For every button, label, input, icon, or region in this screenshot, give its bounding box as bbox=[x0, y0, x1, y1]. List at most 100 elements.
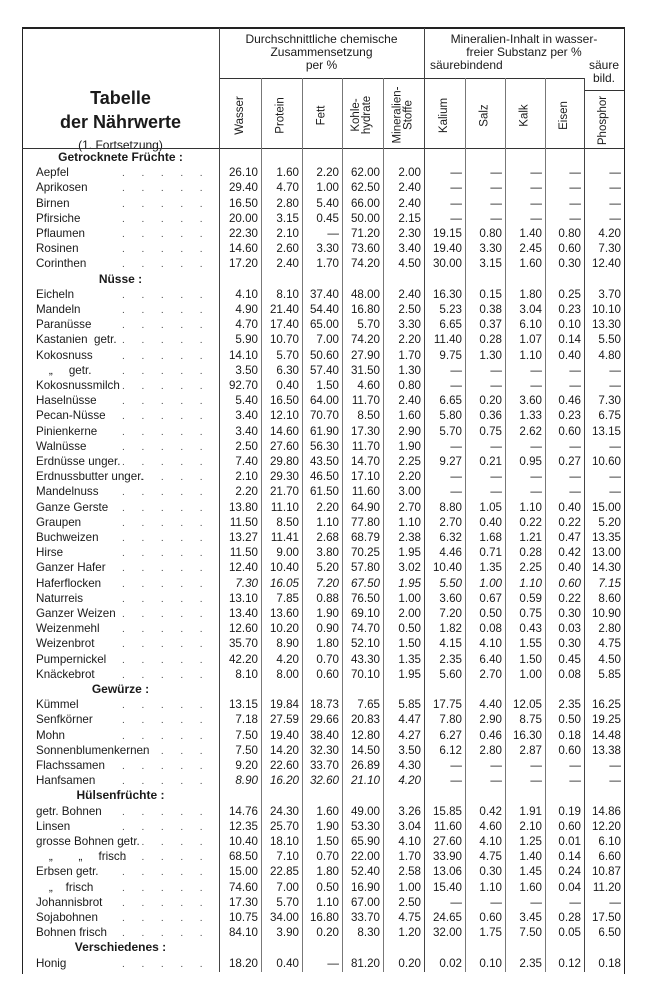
leader-dots bbox=[122, 484, 217, 500]
table-row: Kümmel 13.15 19.84 18.73 7.65 5.85 17.75 4.40 12… bbox=[22, 697, 624, 712]
column-header: Wasser bbox=[219, 82, 261, 148]
table-row: Aepfel 26.10 1.60 2.20 62.00 2.00 — — — — — bbox=[22, 165, 624, 180]
table-cell: 68.79 bbox=[350, 531, 380, 544]
leader-dots bbox=[122, 804, 217, 820]
column-header: Salz bbox=[465, 82, 505, 148]
table-cell: 0.60 bbox=[316, 667, 339, 681]
table-cell: 0.75 bbox=[519, 607, 542, 620]
table-cell: 12.40 bbox=[591, 257, 621, 271]
table-cell: 1.95 bbox=[398, 546, 421, 560]
table-cell: 19.40 bbox=[432, 242, 462, 256]
table-cell: 6.32 bbox=[439, 531, 462, 544]
table-cell: 2.35 bbox=[439, 652, 462, 666]
leader-dots bbox=[122, 956, 217, 972]
table-cell: 2.30 bbox=[398, 227, 421, 240]
table-cell: 7.30 bbox=[598, 242, 621, 256]
leader-dots bbox=[122, 636, 217, 652]
table-cell: 5.60 bbox=[439, 667, 462, 681]
table-cell: 0.40 bbox=[558, 561, 581, 575]
table-cell: 0.25 bbox=[558, 287, 581, 301]
table-cell: — bbox=[490, 379, 502, 392]
table-cell: 24.65 bbox=[432, 911, 462, 924]
table-cell: 64.90 bbox=[350, 500, 380, 514]
table-cell: 11.41 bbox=[270, 531, 299, 544]
table-cell: 29.66 bbox=[309, 713, 339, 727]
table-cell: — bbox=[490, 895, 502, 909]
table-row: Kokosnuss 14.10 5.70 50.60 27.90 1.70 9.75 1.30… bbox=[22, 348, 624, 363]
table-cell: 2.50 bbox=[398, 303, 421, 316]
table-cell: 6.50 bbox=[598, 926, 621, 940]
table-cell: 2.20 bbox=[398, 333, 421, 347]
table-cell: — bbox=[450, 211, 462, 225]
table-cell: 19.40 bbox=[269, 728, 299, 742]
table-cell: 4.50 bbox=[598, 652, 621, 666]
table-cell: 5.40 bbox=[316, 196, 339, 210]
table-cell: — bbox=[609, 211, 621, 225]
table-cell: 4.47 bbox=[398, 713, 421, 727]
table-cell: 0.08 bbox=[479, 622, 502, 636]
table-cell: 74.70 bbox=[350, 622, 380, 636]
leader-dots bbox=[122, 743, 217, 759]
table-row: Mandelnuss 2.20 21.70 61.50 11.60 3.00 — — — — — bbox=[22, 484, 624, 499]
table-cell: 14.10 bbox=[228, 348, 258, 362]
leader-dots bbox=[122, 180, 217, 196]
table-cell: 4.15 bbox=[439, 637, 462, 651]
table-cell: 6.30 bbox=[276, 363, 299, 377]
table-row: Weizenbrot 35.70 8.90 1.80 52.10 1.50 4.15 4.10… bbox=[22, 636, 624, 651]
table-row: Pflaumen 22.30 2.10 — 71.20 2.30 19.15 0.80 1.40… bbox=[22, 226, 624, 241]
table-cell: 2.68 bbox=[316, 531, 339, 544]
table-cell: 50.60 bbox=[309, 348, 339, 362]
table-cell: — bbox=[569, 166, 581, 180]
table-cell: 26.89 bbox=[350, 759, 380, 772]
table-cell: 8.75 bbox=[519, 713, 542, 727]
table-cell: 0.50 bbox=[558, 713, 581, 727]
table-cell: — bbox=[450, 895, 462, 909]
table-cell: 4.10 bbox=[398, 835, 421, 848]
table-cell: 2.35 bbox=[519, 956, 542, 970]
table-cell: 1.35 bbox=[398, 652, 421, 666]
column-header: Fett bbox=[302, 82, 342, 148]
table-cell: 2.62 bbox=[519, 424, 542, 438]
column-divider bbox=[545, 78, 546, 972]
leader-dots bbox=[122, 302, 217, 318]
table-cell: 0.75 bbox=[479, 424, 502, 438]
row-label: Naturreis bbox=[36, 591, 84, 605]
table-cell: 3.60 bbox=[439, 591, 462, 605]
table-cell: 4.75 bbox=[479, 850, 502, 864]
group-header-mineral: Mineralien-Inhalt in wasser- freier Subs… bbox=[424, 33, 624, 59]
leader-dots bbox=[122, 211, 217, 227]
table-cell: 5.70 bbox=[276, 895, 299, 909]
table-cell: 11.10 bbox=[270, 500, 299, 514]
table-row: Pfirsiche 20.00 3.15 0.45 50.00 2.15 — — — — — bbox=[22, 211, 624, 226]
table-cell: — bbox=[530, 759, 542, 772]
table-cell: 22.30 bbox=[228, 227, 258, 240]
table-cell: 11.70 bbox=[351, 439, 380, 453]
table-cell: 0.01 bbox=[558, 835, 581, 848]
table-cell: 74.20 bbox=[350, 333, 380, 347]
table-cell: 15.85 bbox=[432, 804, 462, 818]
table-cell: 0.08 bbox=[558, 667, 581, 681]
table-cell: 2.40 bbox=[398, 394, 421, 408]
table-cell: — bbox=[450, 759, 462, 772]
table-cell: 0.24 bbox=[558, 865, 581, 879]
table-cell: — bbox=[450, 485, 462, 499]
table-cell: 2.20 bbox=[316, 166, 339, 180]
table-row: Mohn 7.50 19.40 38.40 12.80 4.27 6.27 0.46 16.30… bbox=[22, 728, 624, 743]
group-header-line: Mineralien-Inhalt in wasser- bbox=[450, 32, 598, 46]
table-cell: 37.40 bbox=[309, 287, 339, 301]
table-cell: 4.10 bbox=[235, 287, 258, 301]
table-cell: — bbox=[490, 759, 502, 772]
row-label: Ganze Gerste bbox=[36, 500, 109, 514]
table-cell: — bbox=[490, 774, 502, 788]
table-cell: 5.70 bbox=[439, 424, 462, 438]
leader-dots bbox=[122, 545, 217, 561]
table-cell: 70.70 bbox=[309, 409, 339, 423]
table-cell: 2.25 bbox=[519, 561, 542, 575]
table-cell: 1.91 bbox=[519, 804, 542, 818]
table-cell: 1.60 bbox=[519, 257, 542, 271]
table-cell: 14.60 bbox=[269, 424, 299, 438]
table-cell: 13.15 bbox=[591, 424, 621, 438]
row-label: Mandeln bbox=[36, 303, 81, 316]
table-cell: 29.80 bbox=[269, 455, 299, 468]
table-cell: 10.75 bbox=[228, 911, 258, 924]
